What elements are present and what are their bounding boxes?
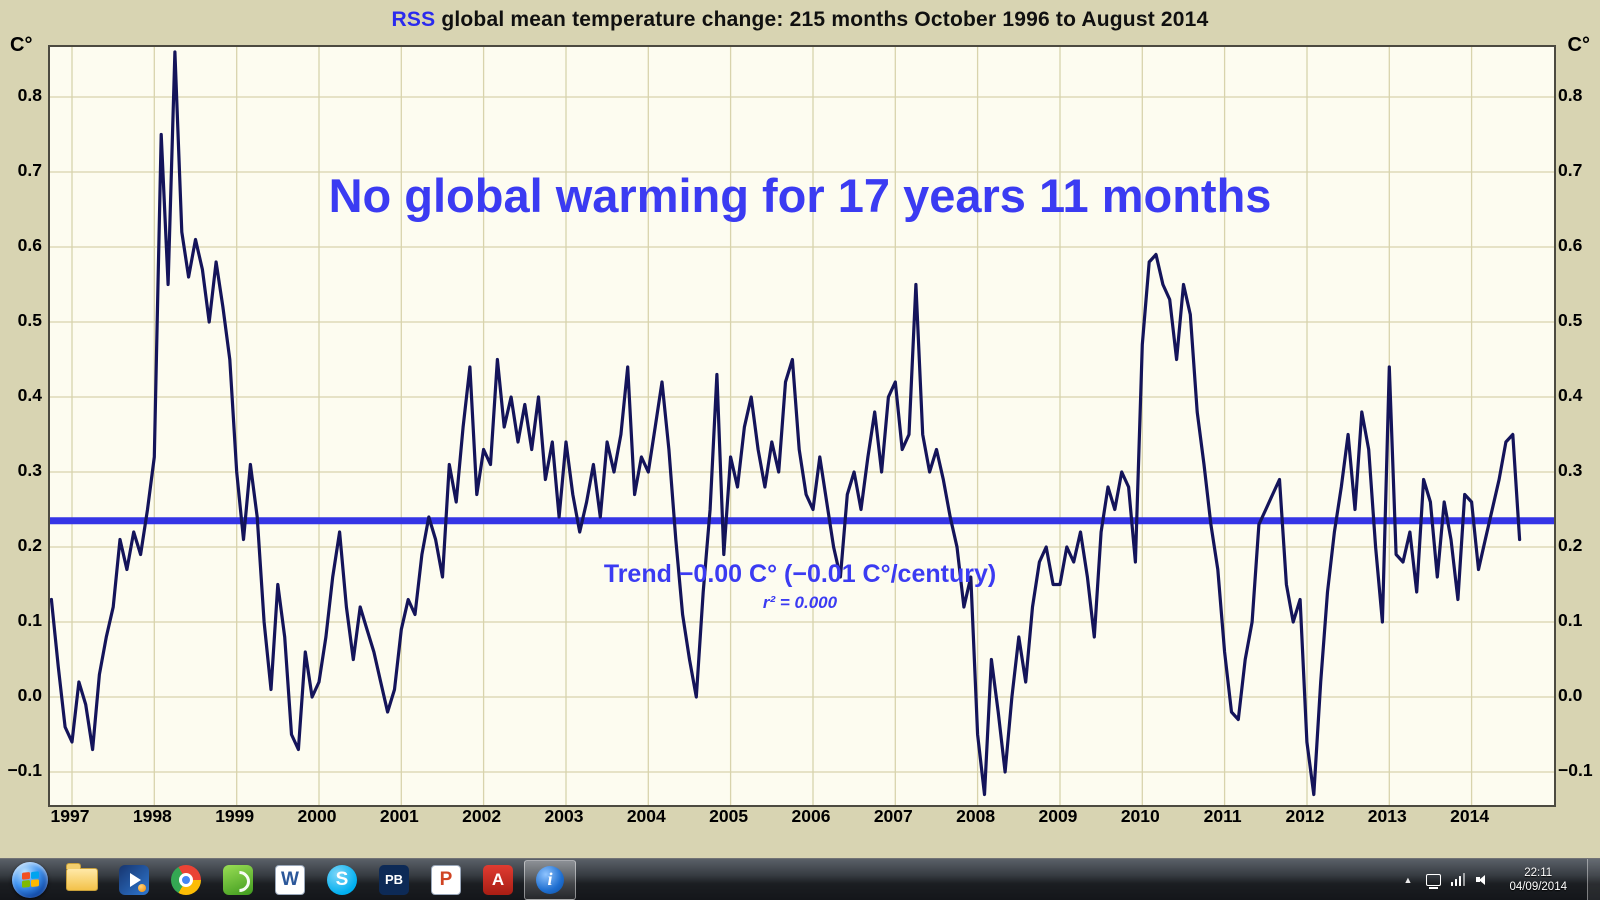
clock-time: 22:11 (1524, 866, 1553, 879)
taskbar-item-adobe-reader[interactable]: A (472, 860, 524, 900)
start-orb-icon (12, 861, 48, 898)
temperature-series-line (50, 50, 1522, 797)
y-axis-tick-label: 0.0 (1558, 685, 1583, 705)
trend-annotation: Trend −0.00 C° (−0.01 C°/century) (603, 560, 997, 588)
taskbar-item-pb[interactable]: PB (368, 860, 420, 900)
y-axis-tick-label: 0.2 (17, 535, 42, 555)
windows-flag-icon (21, 871, 39, 888)
y-axis-tick-label: 0.5 (17, 310, 42, 330)
taskbar-item-powerpoint[interactable]: P (420, 860, 472, 900)
taskbar-item-info-active[interactable]: i (524, 859, 576, 900)
info-app-icon: i (536, 865, 564, 894)
y-axis-tick-label: 0.1 (17, 610, 42, 630)
x-axis-year-label: 2011 (1203, 806, 1242, 826)
chart-title-text: global mean temperature change: 215 mont… (435, 8, 1209, 31)
y-axis-tick-label: −0.1 (1558, 760, 1593, 780)
y-axis-tick-label: 0.2 (1558, 535, 1583, 555)
x-axis-year-label: 2012 (1285, 806, 1325, 826)
word-icon: W (275, 864, 305, 895)
taskbar-item-word[interactable]: W (264, 860, 316, 900)
chart-title: RSS global mean temperature change: 215 … (0, 8, 1600, 32)
taskbar-item-media-player[interactable] (108, 860, 160, 900)
green-arrow-app-icon (223, 864, 253, 895)
x-axis-year-label: 2007 (873, 806, 913, 826)
start-button[interactable] (4, 860, 56, 900)
powerpoint-icon: P (431, 864, 461, 895)
x-axis-year-label: 2003 (544, 806, 584, 826)
chart-title-prefix: RSS (391, 8, 436, 31)
y-axis-tick-label: 0.3 (1558, 460, 1583, 480)
media-player-icon (119, 864, 149, 895)
x-axis-year-label: 2013 (1367, 806, 1407, 826)
y-axis-tick-label: 0.4 (1558, 385, 1583, 405)
r-squared-annotation: r² = 0.000 (762, 593, 838, 612)
show-hidden-icons-button[interactable]: ▲ (1403, 874, 1413, 885)
y-axis-tick-label: 0.0 (17, 685, 42, 705)
y-axis-tick-label: 0.8 (1558, 85, 1583, 105)
x-axis-year-label: 2001 (379, 806, 419, 826)
volume-icon[interactable] (1475, 873, 1489, 887)
x-axis-year-label: 2008 (956, 806, 996, 826)
taskbar-item-green-app[interactable] (212, 860, 264, 900)
skype-icon: S (327, 864, 357, 895)
folder-icon (66, 863, 98, 891)
adobe-reader-icon: A (483, 864, 513, 895)
system-tray: ▲ 22:11 04/09/2014 (1400, 858, 1600, 900)
plot-background (50, 47, 1554, 805)
y-axis-tick-label: 0.6 (1558, 235, 1583, 255)
x-axis-year-label: 2004 (626, 806, 666, 826)
taskbar-item-chrome[interactable] (160, 860, 212, 900)
x-axis-year-label: 2010 (1120, 806, 1160, 826)
pb-app-icon: PB (379, 864, 409, 895)
clock-date: 04/09/2014 (1509, 880, 1567, 893)
taskbar-item-explorer[interactable] (56, 860, 108, 900)
x-axis-year-label: 2006 (791, 806, 831, 826)
plot-area (48, 45, 1556, 807)
x-axis-year-label: 1997 (50, 806, 90, 826)
show-desktop-button[interactable] (1587, 858, 1600, 900)
temperature-chart (50, 47, 1554, 805)
x-axis-year-label: 2000 (297, 806, 337, 826)
y-axis-tick-label: 0.7 (17, 160, 42, 180)
y-axis-tick-label: 0.4 (17, 385, 42, 405)
signal-bars-icon[interactable] (1450, 873, 1466, 886)
y-axis-unit-right: C° (1567, 34, 1590, 56)
y-axis-tick-label: 0.7 (1558, 160, 1583, 180)
y-axis-tick-label: 0.1 (1558, 610, 1583, 630)
y-axis-tick-label: 0.3 (17, 460, 42, 480)
taskbar-item-skype[interactable]: S (316, 860, 368, 900)
x-axis-year-label: 2005 (709, 806, 749, 826)
x-axis-year-label: 2009 (1038, 806, 1078, 826)
y-axis-unit-left: C° (10, 34, 33, 56)
taskbar-clock[interactable]: 22:11 04/09/2014 (1499, 866, 1577, 894)
y-axis-tick-label: 0.6 (17, 235, 42, 255)
chrome-icon (171, 864, 201, 895)
x-axis-year-label: 2002 (462, 806, 502, 826)
y-axis-tick-label: −0.1 (7, 760, 42, 780)
y-axis-tick-label: 0.5 (1558, 310, 1583, 330)
x-axis-year-label: 1999 (215, 806, 255, 826)
network-monitor-icon[interactable] (1425, 873, 1441, 889)
y-axis-tick-label: 0.8 (17, 85, 42, 105)
x-axis-year-label: 1998 (132, 806, 172, 826)
headline-annotation: No global warming for 17 years 11 months (328, 169, 1272, 222)
windows-taskbar: W S PB P A i ▲ 22:11 04/09/2014 (0, 858, 1600, 900)
x-axis-year-label: 2014 (1450, 806, 1490, 826)
